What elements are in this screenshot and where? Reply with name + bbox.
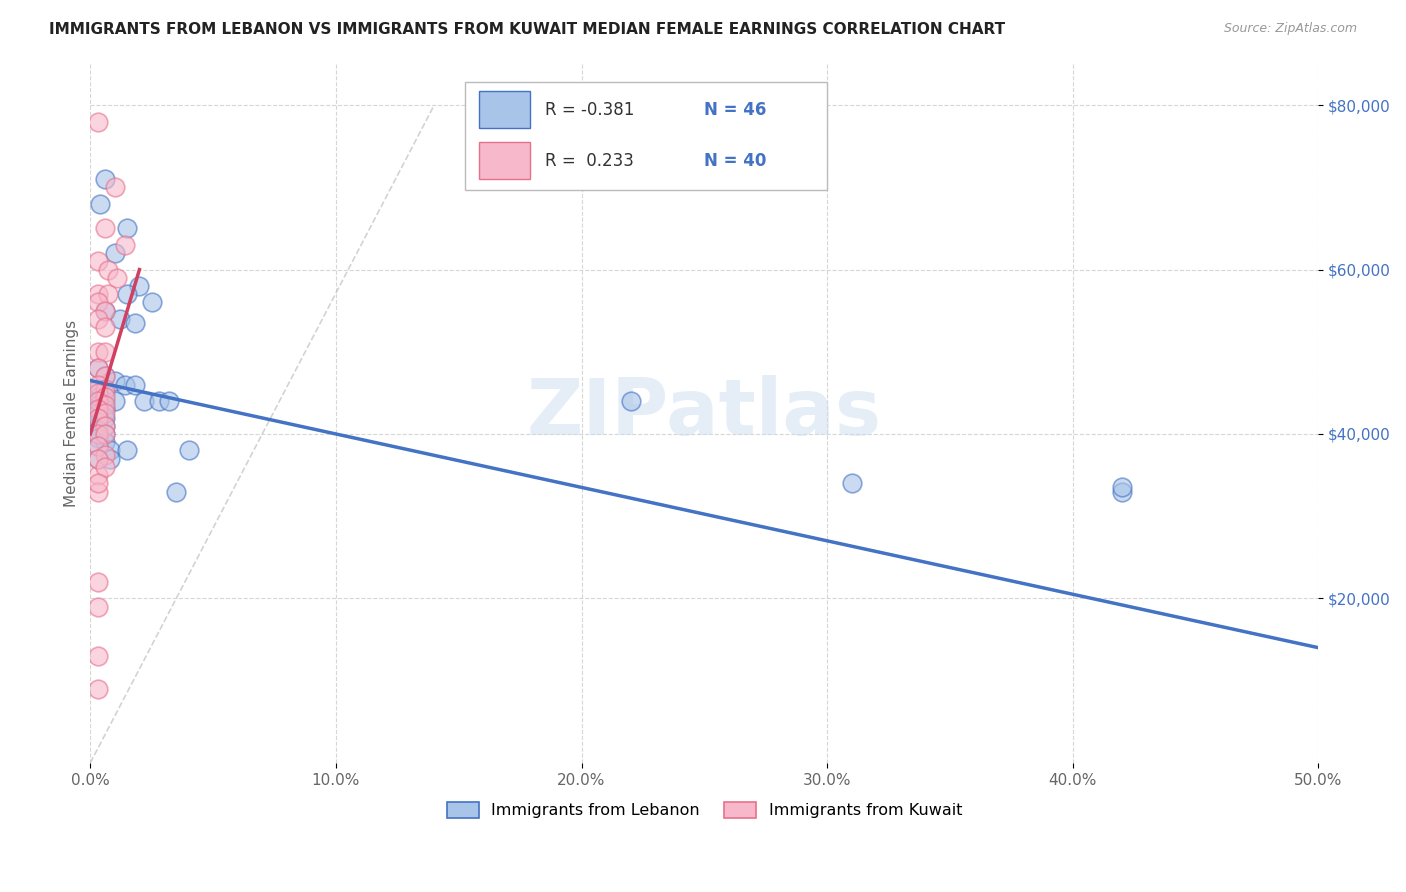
Point bbox=[94, 382, 117, 396]
Point bbox=[86, 648, 108, 663]
Y-axis label: Median Female Earnings: Median Female Earnings bbox=[65, 320, 79, 507]
Point bbox=[115, 221, 138, 235]
Point bbox=[94, 385, 117, 400]
Point bbox=[94, 221, 117, 235]
Point bbox=[86, 390, 108, 404]
Point bbox=[94, 303, 117, 318]
Point bbox=[105, 270, 128, 285]
Point bbox=[86, 287, 108, 301]
Point bbox=[94, 448, 117, 462]
Point bbox=[86, 377, 108, 392]
Point bbox=[94, 406, 117, 420]
Point bbox=[86, 254, 108, 268]
Point bbox=[98, 443, 121, 458]
Point bbox=[86, 476, 108, 491]
Point bbox=[115, 287, 138, 301]
Point bbox=[104, 180, 127, 194]
Point bbox=[86, 423, 108, 437]
Point bbox=[86, 599, 108, 614]
Point bbox=[1111, 484, 1133, 499]
Point bbox=[86, 468, 108, 483]
Point bbox=[86, 681, 108, 696]
Point bbox=[86, 415, 108, 429]
Point bbox=[114, 377, 136, 392]
Point bbox=[94, 402, 117, 417]
Point bbox=[177, 443, 200, 458]
Point bbox=[86, 382, 108, 396]
Point bbox=[134, 394, 156, 409]
Point bbox=[114, 238, 136, 252]
Point bbox=[86, 344, 108, 359]
Point bbox=[94, 344, 117, 359]
Point bbox=[94, 435, 117, 450]
Point bbox=[124, 377, 146, 392]
Point bbox=[96, 287, 118, 301]
Text: Source: ZipAtlas.com: Source: ZipAtlas.com bbox=[1223, 22, 1357, 36]
Point bbox=[104, 394, 127, 409]
Point bbox=[86, 406, 108, 420]
Point bbox=[94, 394, 117, 409]
Point bbox=[94, 369, 117, 384]
Point bbox=[94, 418, 117, 433]
Point bbox=[104, 374, 127, 388]
Point bbox=[94, 427, 117, 442]
Point bbox=[86, 295, 108, 310]
Point bbox=[94, 390, 117, 404]
Point bbox=[86, 484, 108, 499]
Point bbox=[94, 410, 117, 425]
Point bbox=[104, 246, 127, 260]
Point bbox=[86, 361, 108, 376]
Point bbox=[86, 398, 108, 412]
Point bbox=[841, 476, 863, 491]
Point bbox=[115, 443, 138, 458]
Point bbox=[86, 402, 108, 417]
Point bbox=[94, 427, 117, 442]
Point bbox=[94, 418, 117, 433]
Point bbox=[94, 320, 117, 334]
Point bbox=[94, 369, 117, 384]
Point bbox=[86, 439, 108, 453]
Point bbox=[96, 262, 118, 277]
Point bbox=[86, 311, 108, 326]
Legend: Immigrants from Lebanon, Immigrants from Kuwait: Immigrants from Lebanon, Immigrants from… bbox=[440, 796, 969, 825]
Text: ZIPatlas: ZIPatlas bbox=[527, 376, 882, 451]
Point bbox=[86, 439, 108, 453]
Point bbox=[86, 410, 108, 425]
Point bbox=[620, 394, 643, 409]
Point bbox=[86, 431, 108, 445]
Point bbox=[89, 196, 111, 211]
Point bbox=[86, 394, 108, 409]
Point bbox=[1111, 480, 1133, 494]
Point bbox=[157, 394, 180, 409]
Point bbox=[141, 295, 163, 310]
Point bbox=[86, 574, 108, 589]
Point bbox=[86, 427, 108, 442]
Point bbox=[94, 172, 117, 186]
Point bbox=[86, 418, 108, 433]
Point bbox=[148, 394, 170, 409]
Point bbox=[86, 451, 108, 466]
Text: IMMIGRANTS FROM LEBANON VS IMMIGRANTS FROM KUWAIT MEDIAN FEMALE EARNINGS CORRELA: IMMIGRANTS FROM LEBANON VS IMMIGRANTS FR… bbox=[49, 22, 1005, 37]
Point bbox=[86, 385, 108, 400]
Point bbox=[94, 303, 117, 318]
Point bbox=[86, 361, 108, 376]
Point bbox=[124, 316, 146, 330]
Point bbox=[108, 311, 131, 326]
Point bbox=[165, 484, 187, 499]
Point bbox=[98, 451, 121, 466]
Point bbox=[86, 451, 108, 466]
Point bbox=[94, 398, 117, 412]
Point bbox=[86, 114, 108, 128]
Point bbox=[86, 402, 108, 417]
Point bbox=[94, 459, 117, 474]
Point bbox=[128, 279, 150, 293]
